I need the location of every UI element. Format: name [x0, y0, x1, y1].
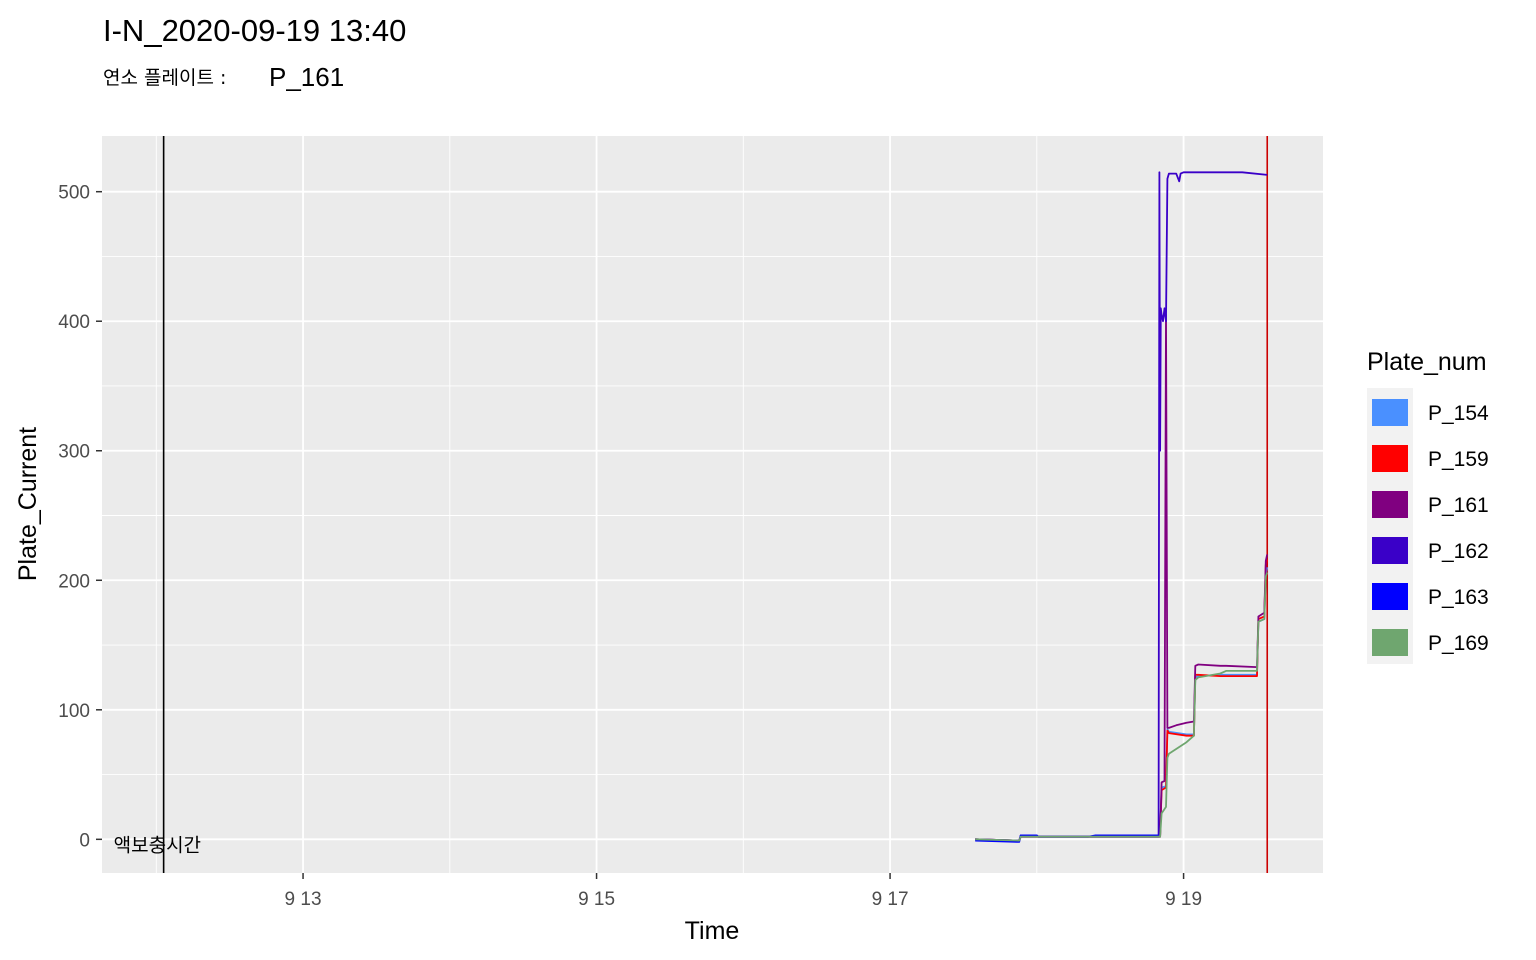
chart-subtitle-prefix: 연소 플레이트 : — [103, 67, 226, 89]
y-axis: 0 100 200 300 400 500 — [58, 183, 102, 851]
legend-label: P_162 — [1428, 540, 1489, 563]
chart-title: I-N_2020-09-19 13:40 — [103, 13, 406, 48]
y-tick-label: 400 — [58, 312, 90, 333]
y-axis-title: Plate_Current — [14, 427, 42, 581]
legend-swatch — [1372, 445, 1408, 472]
legend-swatch — [1372, 491, 1408, 518]
legend-swatch — [1372, 583, 1408, 610]
y-tick-label: 300 — [58, 442, 90, 463]
legend-title: Plate_num — [1367, 348, 1487, 376]
legend-swatch — [1372, 537, 1408, 564]
legend-label: P_161 — [1428, 494, 1489, 517]
grid-major — [102, 136, 1323, 873]
series-line-p-169 — [975, 572, 1269, 842]
grid-minor — [102, 136, 1323, 873]
x-tick-label: 9 15 — [578, 889, 615, 910]
legend-key-background — [1367, 388, 1413, 664]
legend-label: P_169 — [1428, 632, 1489, 655]
legend-label: P_159 — [1428, 448, 1489, 471]
legend-label: P_154 — [1428, 402, 1489, 425]
x-tick-label: 9 13 — [285, 889, 322, 910]
y-tick-label: 100 — [58, 701, 90, 722]
reference-lines — [162, 136, 1269, 873]
x-tick-label: 9 17 — [872, 889, 909, 910]
x-axis: 9 13 9 15 9 17 9 19 — [285, 873, 1202, 910]
legend-swatch — [1372, 399, 1408, 426]
y-tick-label: 200 — [58, 571, 90, 592]
vline-annotation-label: 액보충시간 — [114, 834, 201, 856]
plot-panel — [102, 136, 1323, 873]
x-axis-title: Time — [685, 917, 740, 945]
legend-label: P_163 — [1428, 586, 1489, 609]
y-tick-label: 0 — [79, 830, 90, 851]
legend-swatch — [1372, 629, 1408, 656]
chart-subtitle-value: P_161 — [269, 62, 344, 92]
series-layer — [975, 171, 1269, 843]
x-tick-label: 9 19 — [1165, 889, 1202, 910]
y-tick-label: 500 — [58, 183, 90, 204]
annotation-layer: 액보충시간 — [114, 834, 201, 856]
legend: P_154 P_159 P_161 P_162 P_163 P_169 — [1367, 388, 1489, 664]
